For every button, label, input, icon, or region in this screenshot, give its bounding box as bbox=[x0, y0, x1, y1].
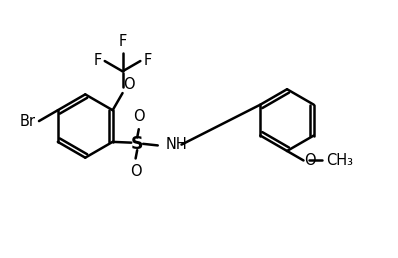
Text: O: O bbox=[123, 77, 135, 92]
Text: F: F bbox=[119, 34, 127, 49]
Text: O: O bbox=[133, 109, 144, 124]
Text: F: F bbox=[93, 53, 101, 68]
Text: S: S bbox=[131, 135, 143, 153]
Text: NH: NH bbox=[166, 137, 187, 152]
Text: Br: Br bbox=[20, 114, 36, 128]
Text: CH₃: CH₃ bbox=[326, 153, 353, 168]
Text: F: F bbox=[144, 53, 152, 68]
Text: O: O bbox=[130, 164, 141, 179]
Text: O: O bbox=[304, 153, 316, 168]
